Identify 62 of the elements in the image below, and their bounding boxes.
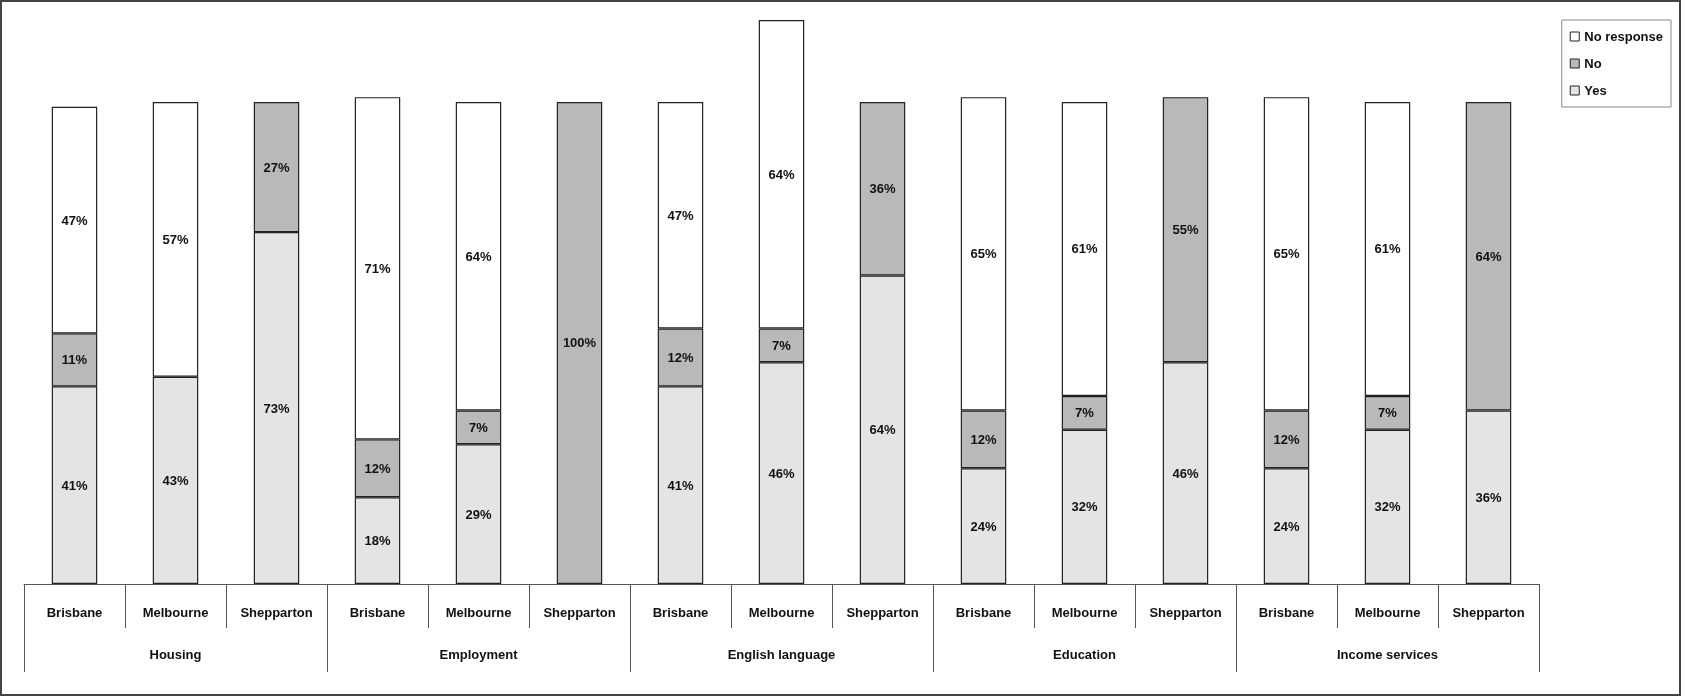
data-label: 7% [1378,405,1398,421]
text: Housing [149,647,202,662]
data-label: 11% [61,352,88,368]
data-label: 64% [869,422,896,438]
data-label: 32% [1374,499,1401,515]
text: Employment [439,647,519,662]
x-tick-label: Melbourne [748,605,815,620]
data-label: 47% [61,212,88,228]
x-tick-label: Melbourne [1354,605,1421,620]
data-label: 36% [1475,489,1502,505]
text: English language [727,647,836,662]
data-label: 12% [970,431,997,447]
legend-label: Yes [1584,83,1607,98]
x-tick-label: Melbourne [1051,605,1118,620]
data-label: 71% [364,260,391,276]
x-tick-label: Brisbane [349,605,406,620]
data-label: 65% [1273,246,1300,262]
text: Income services [1336,647,1439,662]
data-label: 61% [1071,241,1098,257]
x-tick-label: Shepparton [543,605,616,620]
data-label: 61% [1374,241,1401,257]
data-label: 7% [772,337,792,353]
data-label: 64% [1475,248,1502,264]
x-tick-label: Shepparton [1452,605,1525,620]
x-tick-label: Brisbane [652,605,709,620]
data-label: 73% [263,400,290,416]
x-tick-label: Brisbane [46,605,103,620]
bar [556,101,603,584]
data-label: 12% [1273,431,1300,447]
data-label: 7% [469,419,489,435]
x-tick-label: Shepparton [1149,605,1222,620]
x-tick-label: Melbourne [445,605,512,620]
x-tick-label: Brisbane [955,605,1012,620]
x-tick-label: Shepparton [240,605,313,620]
data-label: 100% [562,335,597,351]
data-label: 65% [970,246,997,262]
data-label: 36% [869,181,896,197]
data-label: 7% [1075,405,1095,421]
data-label: 12% [667,349,694,365]
data-label: 18% [364,533,391,549]
data-label: 46% [768,465,795,481]
x-tick-label: Brisbane [1258,605,1315,620]
data-label: 12% [364,460,391,476]
data-label: 41% [667,477,694,493]
data-label: 46% [1172,465,1199,481]
data-label: 64% [465,248,492,264]
data-label: 32% [1071,499,1098,515]
data-label: 43% [162,472,189,488]
x-tick-label: Melbourne [142,605,209,620]
legend-label: No response [1584,29,1664,44]
data-label: 24% [1273,518,1300,534]
legend-label: No [1584,56,1602,71]
data-label: 57% [162,231,189,247]
data-label: 55% [1172,222,1199,238]
x-tick-label: Shepparton [846,605,919,620]
data-label: 41% [61,477,88,493]
text: Education [1053,647,1116,662]
data-label: 24% [970,518,997,534]
data-label: 47% [667,207,694,223]
data-label: 29% [465,506,492,522]
data-label: 64% [768,166,795,182]
data-label: 27% [263,159,290,175]
